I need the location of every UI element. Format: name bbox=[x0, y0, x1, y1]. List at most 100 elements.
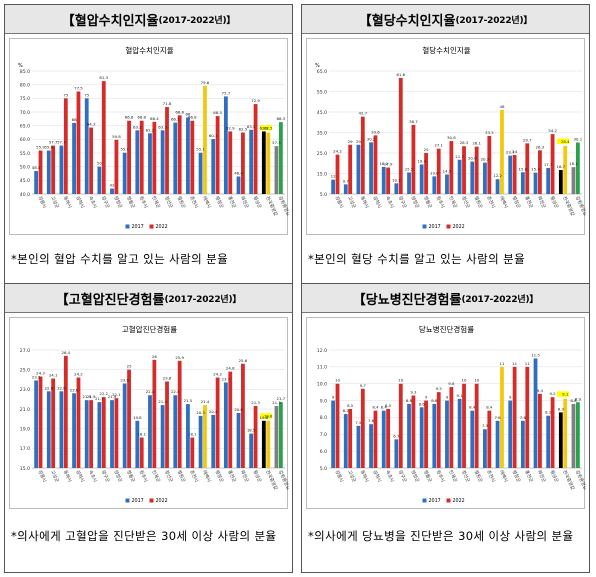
y-tick-label: 5.0 bbox=[320, 466, 327, 472]
x-tick-label: 양양군 bbox=[112, 195, 124, 209]
chart-svg: 고혈압진단경험률 15.0 17.0 19.0 21.0 23.0 25.0 27.0 23.9… bbox=[20, 324, 289, 504]
data-label: 9.7 bbox=[343, 178, 350, 183]
x-tick-label: 철원군 bbox=[473, 469, 485, 483]
bar-2022 bbox=[76, 377, 81, 468]
data-label: 12 bbox=[331, 174, 336, 179]
data-label: 26 bbox=[152, 354, 157, 359]
bar-2022 bbox=[241, 132, 245, 194]
bar-2017 bbox=[34, 380, 39, 468]
x-tick-label: 고성군 bbox=[49, 469, 61, 483]
data-label: 22.6 bbox=[70, 387, 79, 392]
x-tick-label: 태백시 bbox=[498, 469, 510, 483]
legend-swatch-2017 bbox=[422, 224, 427, 229]
bar-2017 bbox=[546, 167, 551, 194]
data-label: 19.8 bbox=[133, 415, 142, 420]
bar-2017 bbox=[97, 402, 102, 468]
bar-2017 bbox=[274, 146, 279, 194]
data-label: 19.8 bbox=[264, 414, 273, 419]
data-label: 9 bbox=[332, 395, 335, 400]
y-tick-label: 27.0 bbox=[20, 348, 30, 354]
data-label: 8.5 bbox=[347, 403, 354, 408]
data-label: 60.1 bbox=[209, 133, 218, 138]
panel-diabetes-diagnosis: 【당뇨병진단경험률 (2017-2022년)】 당뇨병진단경험률 5.0 6.0 7.0… bbox=[301, 283, 590, 573]
x-tick-label: 강릉시 bbox=[334, 195, 346, 209]
data-label: 9.3 bbox=[410, 390, 417, 395]
y-tick-label: 45.0 bbox=[317, 110, 327, 116]
data-label: 79.6 bbox=[201, 80, 210, 85]
bar-2022 bbox=[215, 116, 220, 194]
data-label: 21.7 bbox=[455, 154, 464, 159]
bar-2022 bbox=[139, 120, 144, 194]
legend-swatch-2022 bbox=[149, 498, 154, 503]
bar-2022 bbox=[51, 145, 56, 194]
data-label: 25 bbox=[127, 364, 132, 369]
x-tick-label: 정선군 bbox=[163, 195, 175, 209]
data-label: 7.6 bbox=[368, 418, 375, 423]
bar-2017 bbox=[508, 155, 513, 194]
y-axis-label: % bbox=[315, 63, 320, 69]
data-label: 9 bbox=[425, 395, 428, 400]
x-tick-label: 속초시 bbox=[384, 469, 396, 483]
data-label: 61.6 bbox=[396, 72, 405, 77]
bar-2022 bbox=[165, 107, 169, 194]
x-tick-label: 춘천시 bbox=[485, 195, 497, 209]
bar-2017 bbox=[110, 400, 114, 468]
bar-2017 bbox=[394, 183, 399, 194]
y-tick-label: 25.0 bbox=[20, 367, 30, 373]
y-tick-label: 19.0 bbox=[20, 426, 30, 432]
x-tick-label: 평창군 bbox=[511, 195, 523, 209]
bar-2022 bbox=[89, 127, 94, 194]
data-label: 19.4 bbox=[417, 158, 426, 163]
data-label: 21.9 bbox=[108, 394, 117, 399]
bar-2022 bbox=[360, 388, 365, 468]
bar-2017 bbox=[457, 159, 462, 194]
legend-label-2017: 2017 bbox=[429, 498, 441, 504]
bar-2017 bbox=[59, 391, 64, 468]
chart-title: 혈압수치인지율 bbox=[125, 45, 173, 55]
data-label: 17.9 bbox=[384, 162, 393, 167]
bar-2017 bbox=[211, 414, 216, 468]
chart-hypertension-diagnosis: 고혈압진단경험률 15.0 17.0 19.0 21.0 23.0 25.0 27.0 23.9… bbox=[9, 317, 289, 509]
y-tick-label: 21.0 bbox=[20, 407, 30, 413]
y-tick-label: 65.0 bbox=[20, 123, 30, 129]
data-label: 20.3 bbox=[196, 410, 205, 415]
bar-2017 bbox=[135, 130, 140, 194]
chart-diabetes-diagnosis: 당뇨병진단경험률 5.0 6.0 7.0 8.0 9.0 10.0 11.0 12.0 9 10 강릉… bbox=[306, 317, 586, 509]
bar-2022 bbox=[550, 134, 555, 194]
bar-2022 bbox=[228, 371, 233, 468]
data-label: 66.4 bbox=[150, 116, 159, 121]
bar-2022 bbox=[51, 378, 56, 468]
data-label: 25.6 bbox=[239, 358, 248, 363]
bar-2017 bbox=[381, 166, 386, 194]
bar-2017 bbox=[198, 415, 203, 468]
y-tick-label: 75.0 bbox=[20, 96, 30, 102]
x-tick-label: 태백시 bbox=[498, 195, 510, 209]
y-tick-label: 25.0 bbox=[317, 151, 327, 157]
data-label: 29 bbox=[348, 139, 353, 144]
legend-label-2022: 2022 bbox=[156, 498, 168, 504]
x-tick-label: 강릉시 bbox=[334, 469, 346, 483]
data-label: 8.2 bbox=[343, 408, 350, 413]
bar-2017 bbox=[419, 164, 424, 194]
data-label: 21.7 bbox=[277, 396, 286, 401]
data-label: 22.8 bbox=[57, 385, 66, 390]
bar-2017 bbox=[72, 393, 76, 468]
x-tick-label: 고성군 bbox=[49, 195, 61, 209]
data-label: 23.9 bbox=[32, 374, 41, 379]
y-tick-label: 10.0 bbox=[317, 382, 327, 388]
bar-2017 bbox=[148, 395, 152, 468]
bar-2022 bbox=[563, 146, 568, 194]
data-label: 66.8 bbox=[137, 115, 146, 120]
bar-2022 bbox=[575, 142, 580, 194]
data-label: 10.2 bbox=[392, 177, 401, 182]
bar-2022 bbox=[76, 91, 81, 194]
data-label: 62.9 bbox=[259, 125, 268, 130]
data-label: 21.3 bbox=[251, 400, 260, 405]
x-tick-label: 동해시 bbox=[359, 469, 371, 483]
x-tick-label: 동해시 bbox=[62, 195, 74, 209]
data-label: 62.5 bbox=[264, 125, 273, 130]
bar-2022 bbox=[512, 366, 517, 468]
x-tick-label: 강릉시 bbox=[37, 195, 49, 209]
y-tick-label: 65.0 bbox=[317, 69, 327, 75]
data-label: 8.3 bbox=[558, 406, 565, 411]
